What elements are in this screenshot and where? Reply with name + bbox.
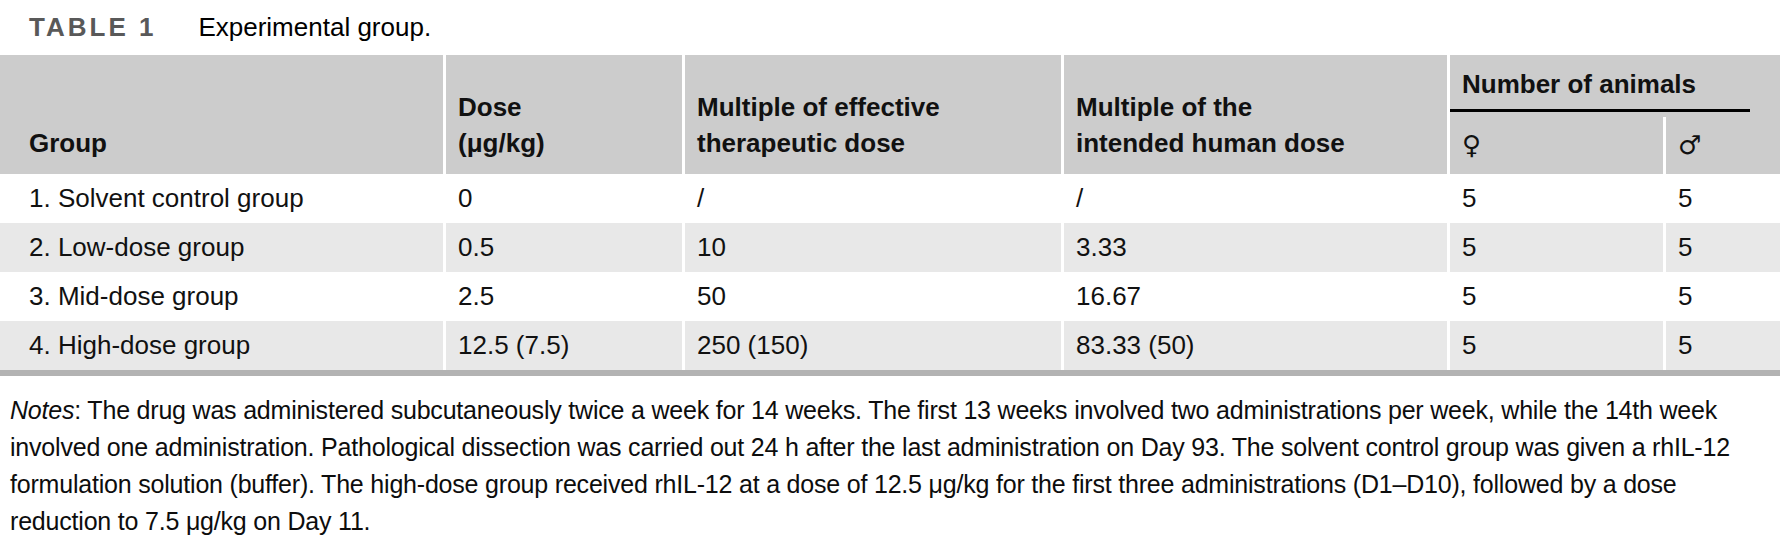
- cell-multiple-effective: 250 (150): [682, 321, 1061, 370]
- cell-multiple-human: 3.33: [1061, 223, 1447, 272]
- cell-dose: 12.5 (7.5): [443, 321, 682, 370]
- table-row-low-dose: 2. Low-dose group 0.5 10 3.33 5 5: [0, 223, 1780, 272]
- cell-male-count: 5: [1663, 223, 1780, 272]
- column-group-header-number-of-animals: Number of animals: [1447, 55, 1780, 117]
- cell-male-count: 5: [1663, 174, 1780, 223]
- cell-group: 2. Low-dose group: [0, 223, 443, 272]
- notes-text: : The drug was administered subcutaneous…: [10, 396, 1730, 535]
- cell-multiple-effective: /: [682, 174, 1061, 223]
- cell-dose: 0.5: [443, 223, 682, 272]
- experimental-group-table: Group Dose (μg/kg) Multiple of effective…: [0, 55, 1780, 376]
- table-row-mid-dose: 3. Mid-dose group 2.5 50 16.67 5 5: [0, 272, 1780, 321]
- table-notes: Notes: The drug was administered subcuta…: [10, 392, 1770, 536]
- cell-dose: 0: [443, 174, 682, 223]
- column-header-group: Group: [0, 55, 443, 174]
- column-header-female: ♀: [1447, 117, 1663, 174]
- table-row-solvent-control: 1. Solvent control group 0 / / 5 5: [0, 174, 1780, 223]
- cell-male-count: 5: [1663, 272, 1780, 321]
- male-icon: ♂: [1678, 130, 1701, 160]
- cell-dose: 2.5: [443, 272, 682, 321]
- cell-male-count: 5: [1663, 321, 1780, 370]
- cell-female-count: 5: [1447, 174, 1663, 223]
- table-row-high-dose: 4. High-dose group 12.5 (7.5) 250 (150) …: [0, 321, 1780, 370]
- notes-label: Notes: [10, 396, 74, 424]
- column-header-male: ♂: [1663, 117, 1780, 174]
- cell-female-count: 5: [1447, 223, 1663, 272]
- cell-multiple-human: 16.67: [1061, 272, 1447, 321]
- cell-group: 3. Mid-dose group: [0, 272, 443, 321]
- number-of-animals-label: Number of animals: [1450, 69, 1750, 112]
- table-header: Group Dose (μg/kg) Multiple of effective…: [0, 55, 1780, 174]
- column-header-multiple-human: Multiple of the intended human dose: [1061, 55, 1447, 174]
- cell-multiple-human: /: [1061, 174, 1447, 223]
- table-number-label: TABLE 1: [29, 12, 156, 42]
- table-title: TABLE 1 Experimental group.: [0, 0, 1780, 46]
- cell-group: 4. High-dose group: [0, 321, 443, 370]
- cell-female-count: 5: [1447, 321, 1663, 370]
- cell-group: 1. Solvent control group: [0, 174, 443, 223]
- column-header-multiple-effective: Multiple of effective therapeutic dose: [682, 55, 1061, 174]
- column-header-dose: Dose (μg/kg): [443, 55, 682, 174]
- cell-multiple-effective: 10: [682, 223, 1061, 272]
- table-caption: Experimental group.: [198, 12, 431, 42]
- female-icon: ♀: [1462, 130, 1481, 160]
- cell-female-count: 5: [1447, 272, 1663, 321]
- table-body: 1. Solvent control group 0 / / 5 5 2. Lo…: [0, 174, 1780, 370]
- cell-multiple-human: 83.33 (50): [1061, 321, 1447, 370]
- cell-multiple-effective: 50: [682, 272, 1061, 321]
